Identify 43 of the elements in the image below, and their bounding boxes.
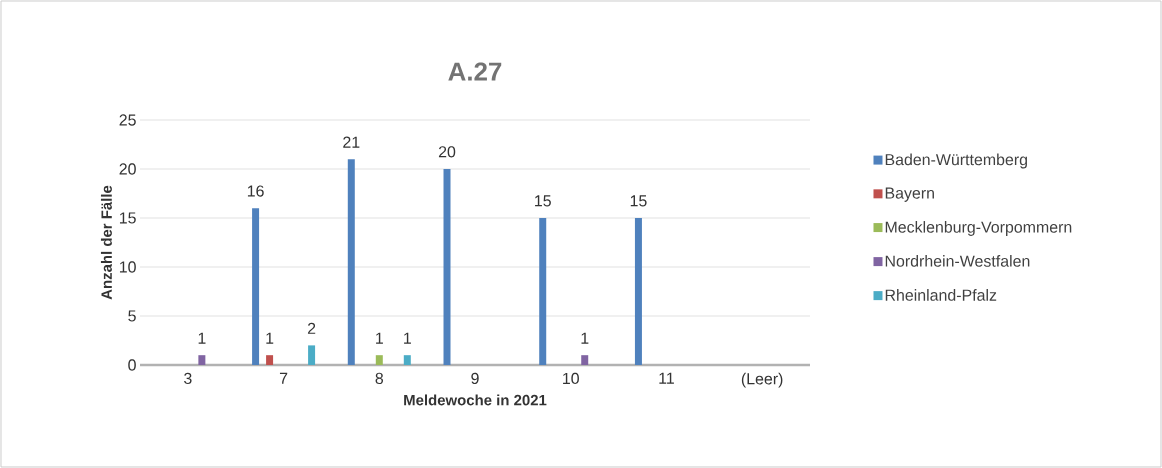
- data-label: 1: [266, 332, 274, 344]
- x-tick-label: 9: [471, 372, 479, 385]
- y-tick-label: 0: [128, 359, 136, 371]
- data-label: 16: [247, 185, 264, 197]
- chart-title: A.27: [448, 62, 502, 81]
- x-tick-label: 10: [563, 372, 579, 385]
- bar: [266, 355, 274, 365]
- bar: [403, 355, 411, 365]
- x-tick-label: 8: [375, 372, 384, 385]
- legend-label: Baden-Württemberg: [885, 153, 1027, 169]
- data-label: 1: [376, 332, 383, 344]
- legend-label: Mecklenburg-Vorpommern: [885, 221, 1072, 236]
- x-tick-label: 11: [659, 372, 674, 384]
- y-tick-label: 15: [119, 212, 136, 224]
- data-label: 20: [438, 146, 456, 158]
- legend-label: Rheinland-Pfalz: [885, 289, 997, 301]
- x-tick-label: 7: [279, 372, 288, 384]
- bar: [634, 217, 642, 365]
- bar: [308, 345, 316, 365]
- bar: [581, 355, 589, 365]
- y-tick-label: 25: [119, 114, 136, 126]
- data-label: 15: [535, 195, 551, 207]
- data-label: 1: [198, 332, 206, 344]
- y-axis-title: Anzahl der Fälle: [100, 185, 112, 300]
- y-tick-label: 20: [119, 163, 136, 175]
- x-tick-label: (Leer): [741, 372, 783, 388]
- y-tick-label: 10: [119, 261, 136, 273]
- x-axis-title: Meldewoche in 2021: [404, 394, 547, 406]
- data-label: 1: [404, 332, 411, 344]
- bar: [539, 217, 547, 365]
- legend-label: Bayern: [885, 187, 934, 202]
- bar: [443, 168, 451, 365]
- y-tick-label: 5: [128, 310, 136, 322]
- bar: [198, 355, 206, 365]
- bar: [347, 159, 355, 365]
- data-label: 1: [581, 332, 589, 344]
- bar: [252, 208, 260, 365]
- data-label: 21: [343, 136, 360, 148]
- legend-label: Nordrhein-Westfalen: [885, 255, 1030, 267]
- data-label: 2: [307, 322, 316, 334]
- bar: [375, 355, 383, 365]
- x-tick-label: 3: [184, 372, 192, 385]
- data-label: 15: [630, 195, 647, 207]
